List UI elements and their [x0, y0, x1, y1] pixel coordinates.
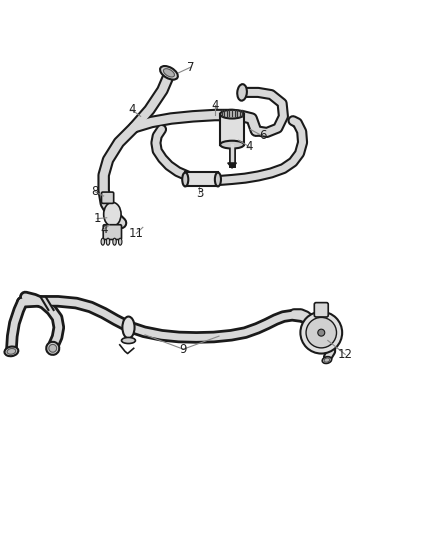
Ellipse shape [182, 173, 188, 187]
FancyBboxPatch shape [314, 303, 328, 317]
Text: 3: 3 [196, 187, 203, 200]
Ellipse shape [324, 358, 330, 362]
Circle shape [318, 329, 325, 336]
Ellipse shape [163, 69, 174, 77]
Text: 12: 12 [338, 348, 353, 361]
Text: 8: 8 [91, 185, 99, 198]
FancyBboxPatch shape [220, 114, 244, 144]
Ellipse shape [4, 346, 18, 356]
Ellipse shape [322, 357, 332, 364]
Text: 4: 4 [100, 223, 107, 236]
Text: 6: 6 [259, 130, 266, 142]
Ellipse shape [220, 110, 244, 118]
Text: 9: 9 [180, 343, 187, 356]
Ellipse shape [49, 344, 57, 352]
Ellipse shape [104, 203, 121, 226]
FancyBboxPatch shape [103, 225, 121, 239]
Text: 1: 1 [93, 212, 101, 225]
Text: 4: 4 [128, 103, 136, 116]
Ellipse shape [215, 173, 221, 187]
Ellipse shape [122, 317, 134, 338]
Text: 7: 7 [187, 61, 194, 74]
Ellipse shape [106, 238, 110, 245]
Text: 4: 4 [211, 99, 219, 112]
Ellipse shape [237, 84, 247, 101]
Polygon shape [228, 163, 237, 168]
Ellipse shape [160, 66, 178, 79]
Ellipse shape [7, 349, 16, 354]
Ellipse shape [121, 337, 135, 344]
Ellipse shape [101, 238, 105, 245]
Text: 4: 4 [246, 140, 253, 154]
Ellipse shape [113, 238, 116, 245]
FancyBboxPatch shape [102, 192, 114, 204]
Ellipse shape [46, 342, 59, 355]
Text: 11: 11 [129, 227, 144, 240]
Circle shape [300, 312, 342, 353]
FancyBboxPatch shape [185, 173, 218, 187]
Ellipse shape [220, 141, 244, 149]
Circle shape [306, 318, 336, 348]
Ellipse shape [118, 238, 122, 245]
